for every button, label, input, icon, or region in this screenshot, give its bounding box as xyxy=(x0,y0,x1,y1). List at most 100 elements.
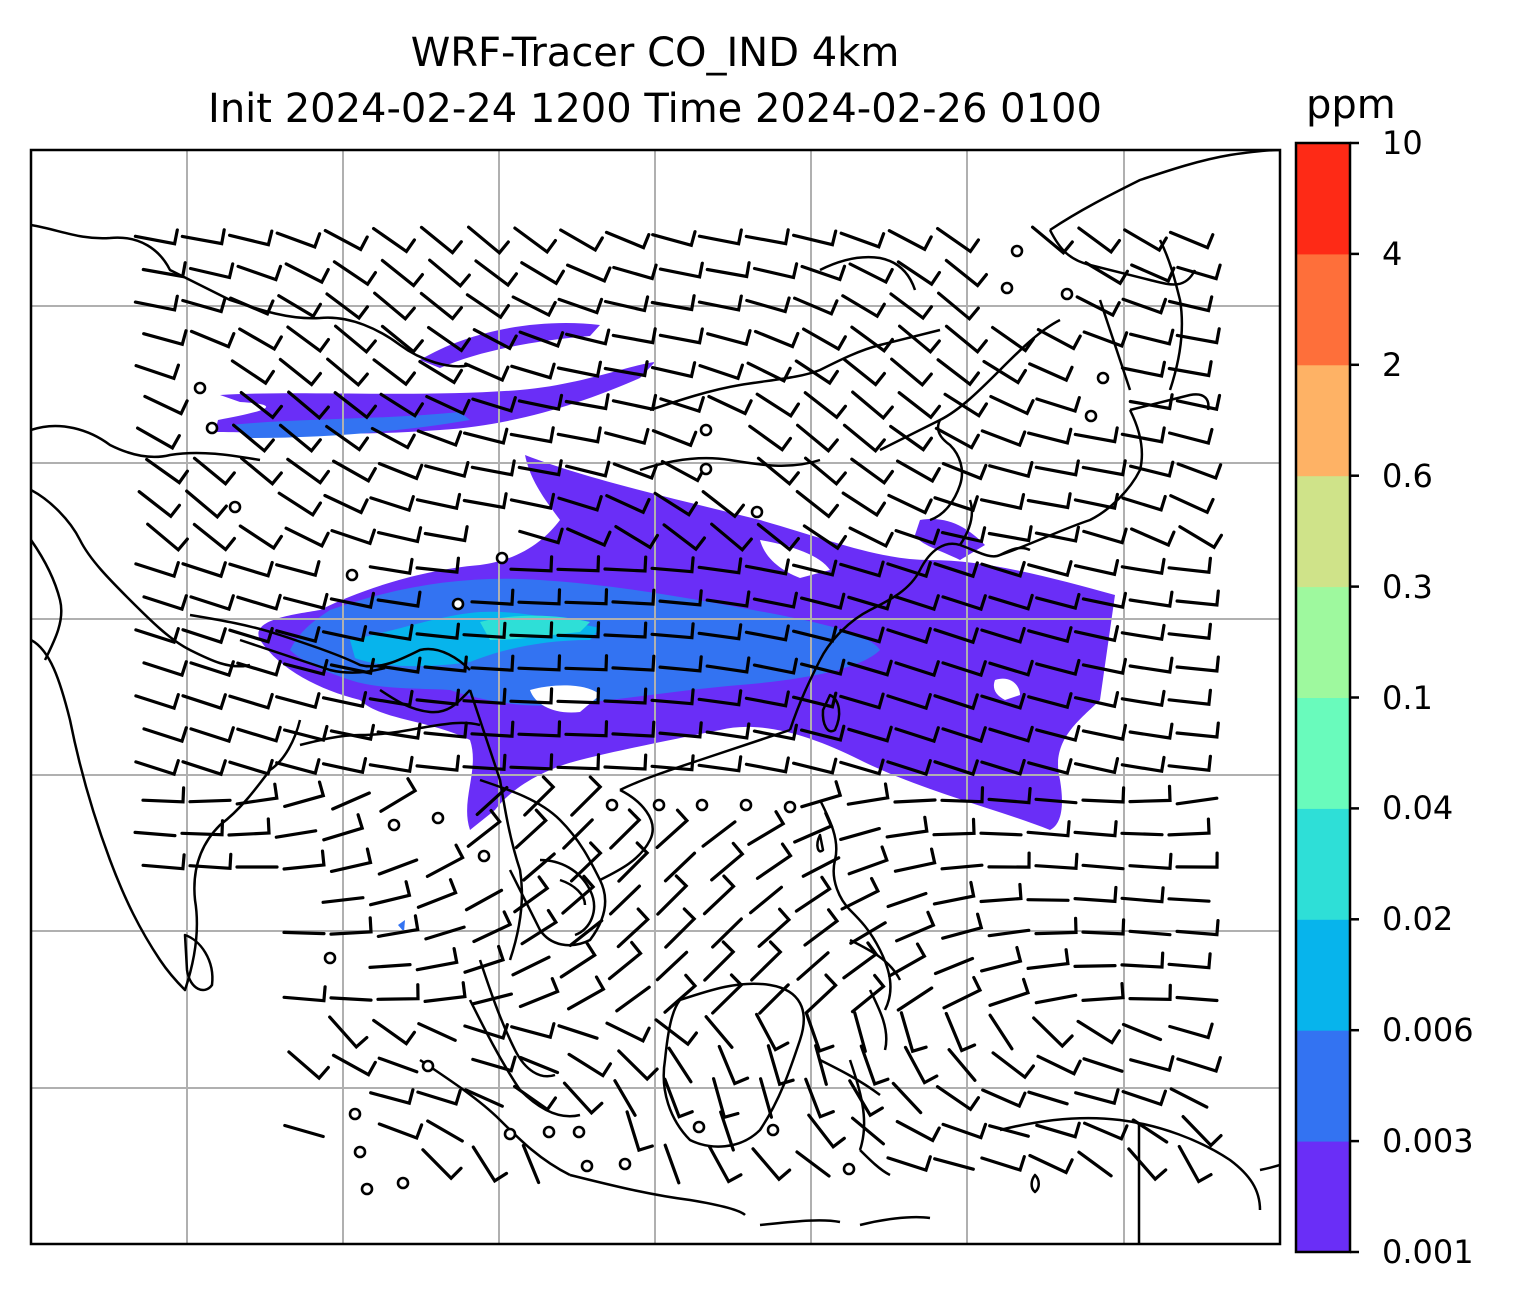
wind-barb xyxy=(471,396,517,413)
wind-barb xyxy=(134,561,180,579)
wind-barb xyxy=(181,759,227,777)
wind-barb xyxy=(329,657,375,675)
wind-barb xyxy=(887,493,933,515)
wind-barb xyxy=(605,1021,651,1043)
wind-barb xyxy=(421,1148,463,1181)
wind-barb xyxy=(792,559,838,577)
wind-barb xyxy=(1120,557,1166,576)
wind-barb xyxy=(988,461,1034,479)
wind-barb xyxy=(323,493,369,515)
wind-barb xyxy=(520,261,565,286)
wind-barb xyxy=(1034,852,1079,871)
wind-barb xyxy=(710,841,745,882)
wind-barb xyxy=(1167,622,1212,640)
wind-barb xyxy=(899,1011,928,1054)
colorbar-unit-label: ppm xyxy=(1306,82,1396,128)
wind-barb xyxy=(886,1155,932,1173)
wind-barb xyxy=(416,1088,462,1106)
wind-barb xyxy=(517,720,562,738)
wind-barb xyxy=(987,928,1031,938)
wind-barb xyxy=(146,522,189,553)
wind-barb xyxy=(134,759,180,777)
wind-barb xyxy=(611,393,658,412)
colorbar-tick-label: 0.1 xyxy=(1382,678,1433,717)
wind-barb xyxy=(650,622,695,640)
wind-barb xyxy=(520,908,559,946)
calm-wind-circle xyxy=(842,1162,856,1176)
wind-barb xyxy=(991,325,1035,353)
wind-barb xyxy=(1081,786,1126,804)
wind-barb xyxy=(376,590,422,608)
wind-barb xyxy=(470,459,516,477)
wind-barb xyxy=(471,1055,517,1073)
wind-barb xyxy=(803,908,840,947)
wind-barb xyxy=(756,522,800,552)
wind-barb xyxy=(369,495,415,513)
wind-barb xyxy=(839,692,885,710)
wind-barb xyxy=(463,427,509,445)
wind-barb xyxy=(562,1081,604,1116)
wind-barb xyxy=(228,692,274,710)
wind-barb xyxy=(886,693,932,711)
wind-barb xyxy=(275,758,321,776)
wind-barb xyxy=(711,973,744,1015)
wind-barb xyxy=(557,1024,599,1040)
wind-barb xyxy=(607,940,643,981)
wind-barb xyxy=(941,462,988,481)
wind-barb xyxy=(604,230,651,250)
wind-barb xyxy=(328,1015,369,1050)
map-title-line-2: Init 2024-02-24 1200 Time 2024-02-26 010… xyxy=(208,86,1102,132)
wind-barb xyxy=(804,1011,835,1053)
wind-barb xyxy=(932,880,976,906)
wind-barb xyxy=(611,720,656,738)
wind-barb xyxy=(373,291,416,322)
wind-barb xyxy=(556,426,602,444)
wind-barb xyxy=(933,759,979,777)
wind-barb xyxy=(228,229,274,247)
wind-barb xyxy=(933,495,979,513)
wind-barb xyxy=(937,291,980,322)
wind-barb xyxy=(415,556,460,574)
wind-barb xyxy=(368,689,414,708)
wind-barb xyxy=(1120,831,1164,837)
wind-barb xyxy=(1169,1087,1209,1109)
wind-barb xyxy=(697,294,743,312)
wind-barb xyxy=(321,757,368,775)
wind-barb xyxy=(134,627,180,645)
wind-barb xyxy=(800,658,846,676)
wind-barb xyxy=(804,1077,835,1119)
colorbar-band xyxy=(1296,475,1350,588)
calm-wind-circle xyxy=(228,500,242,514)
wind-barb xyxy=(1175,796,1219,806)
wind-barb xyxy=(517,588,562,606)
wind-barb xyxy=(369,880,412,907)
wind-barb xyxy=(1076,1019,1121,1045)
wind-barb xyxy=(609,884,641,916)
wind-barb xyxy=(942,976,983,1010)
wind-barb xyxy=(603,555,648,573)
wind-barb xyxy=(561,874,596,915)
wind-barb xyxy=(567,1052,612,1078)
wind-barb xyxy=(1081,918,1126,936)
wind-barb xyxy=(1176,263,1222,281)
wind-barb xyxy=(1123,228,1168,253)
wind-barb xyxy=(800,780,843,809)
wind-barb xyxy=(745,296,791,314)
wind-barb xyxy=(1128,393,1174,411)
colorbar-band xyxy=(1296,808,1350,920)
wind-barb xyxy=(615,985,651,1013)
wind-barb xyxy=(556,687,601,705)
wind-barb xyxy=(979,493,1026,511)
wind-barb xyxy=(1127,1147,1168,1182)
wind-barb xyxy=(894,660,940,678)
wind-barb xyxy=(846,782,890,806)
colorbar-tick-label: 0.3 xyxy=(1382,567,1433,606)
wind-barb xyxy=(1082,527,1128,545)
wind-barb xyxy=(752,591,798,609)
wind-barb xyxy=(518,527,564,545)
wind-barb xyxy=(941,726,987,744)
colorbar-tick-label: 4 xyxy=(1382,234,1403,273)
wind-barb xyxy=(329,723,375,741)
wind-barb xyxy=(792,691,838,709)
wind-barb xyxy=(1034,797,1078,805)
